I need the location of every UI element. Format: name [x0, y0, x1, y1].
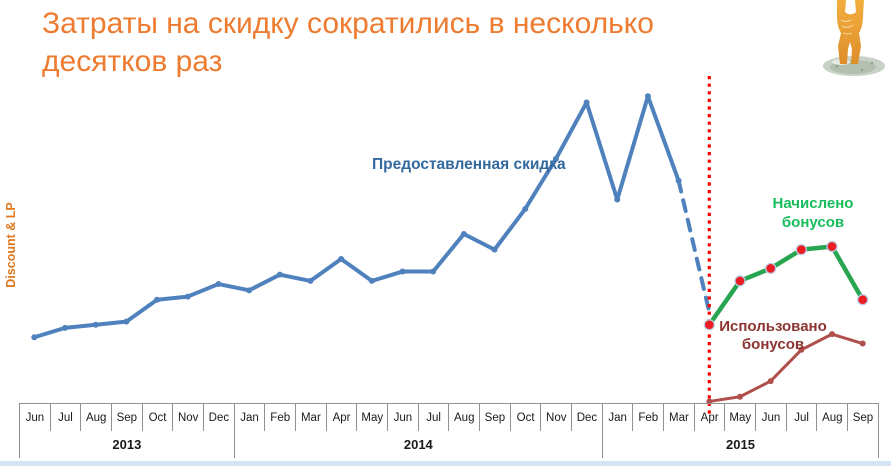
year-label: 2013 [20, 431, 235, 458]
bonus-used-point [767, 378, 774, 385]
bonus-accrued-point [765, 262, 777, 275]
month-label: Feb [633, 404, 665, 431]
year-label: 2014 [235, 431, 603, 458]
month-label: Sep [480, 404, 511, 431]
bonus-accrued-point [826, 240, 838, 253]
month-label: May [357, 404, 389, 431]
month-label: Jan [235, 404, 266, 431]
month-label: Jan [603, 404, 634, 431]
month-label: Nov [541, 404, 573, 431]
mascot-figure [823, 0, 885, 76]
month-label: Jul [51, 404, 82, 431]
discount-point [368, 277, 375, 284]
bonus-accrued-point [857, 294, 869, 306]
slide-title-line1: Затраты на скидку сократились в нескольк… [42, 7, 654, 40]
discount-projection-dashed [676, 178, 712, 315]
bonus-accrued-point [703, 319, 715, 331]
month-label: Nov [173, 404, 205, 431]
discount-point [62, 324, 69, 331]
bonus-accrued-point [795, 243, 807, 256]
discount-point [123, 318, 130, 325]
discount-point [644, 93, 651, 100]
discount-point [430, 268, 437, 275]
bottom-accent-strip [0, 461, 891, 466]
month-label: Dec [572, 404, 603, 431]
category-axis: Jun Jul Aug Sep Oct Nov Dec Jan Feb Mar Apr May Jun J… [19, 403, 880, 458]
series-label-discount: Предоставленная скидка [372, 156, 566, 173]
month-label: Mar [296, 404, 327, 431]
month-label: Sep [112, 404, 143, 431]
discount-point [31, 334, 38, 341]
month-label: Aug [449, 404, 481, 431]
discount-point [552, 155, 559, 162]
month-label: Jul [787, 404, 818, 431]
month-label: Jun [756, 404, 787, 431]
month-label: Oct [143, 404, 174, 431]
discount-point [154, 296, 161, 303]
year-label: 2015 [603, 431, 880, 458]
bonus-accrued-point [734, 275, 746, 287]
month-label: Jul [419, 404, 450, 431]
month-label: Dec [204, 404, 235, 431]
discount-point [246, 287, 253, 294]
bonus-used-point [798, 346, 805, 353]
year-axis-row: 2013 2014 2015 [19, 431, 880, 458]
month-label: May [725, 404, 757, 431]
month-label: Sep [848, 404, 879, 431]
month-label: Aug [81, 404, 113, 431]
bonus-used-point [736, 393, 743, 400]
discount-point [92, 321, 99, 328]
discount-point [276, 271, 283, 278]
discount-point [184, 293, 191, 300]
month-label: Apr [327, 404, 358, 431]
bonus-used-point [829, 331, 836, 338]
discount-line [32, 94, 681, 340]
discount-point [338, 256, 345, 263]
discount-point [491, 246, 498, 253]
discount-point [307, 277, 314, 284]
bonus-used-line [707, 332, 865, 403]
discount-point [522, 205, 529, 212]
series-label-bonuses-used: Использовано бонусов [719, 318, 827, 353]
month-label: Jun [20, 404, 51, 431]
bonus-accrued-line [707, 244, 865, 327]
month-label: Mar [664, 404, 695, 431]
month-label: Jun [388, 404, 419, 431]
month-label: Oct [511, 404, 542, 431]
month-label: Apr [695, 404, 726, 431]
discount-point [399, 268, 406, 275]
month-axis-row: Jun Jul Aug Sep Oct Nov Dec Jan Feb Mar Apr May Jun J… [19, 403, 879, 431]
slide-title: Затраты на скидку сократились в нескольк… [42, 5, 654, 81]
discount-point [614, 196, 621, 203]
bonus-used-point [706, 398, 713, 405]
slide-title-line2: десятков раз [42, 45, 223, 78]
discount-point [460, 230, 467, 237]
series-label-bonuses-accrued: Начислено бонусов [772, 195, 854, 231]
month-label: Aug [817, 404, 849, 431]
bonus-used-point [859, 340, 866, 347]
mascot-body [837, 0, 864, 64]
discount-point [215, 281, 222, 288]
discount-point [583, 99, 590, 106]
month-label: Feb [265, 404, 297, 431]
